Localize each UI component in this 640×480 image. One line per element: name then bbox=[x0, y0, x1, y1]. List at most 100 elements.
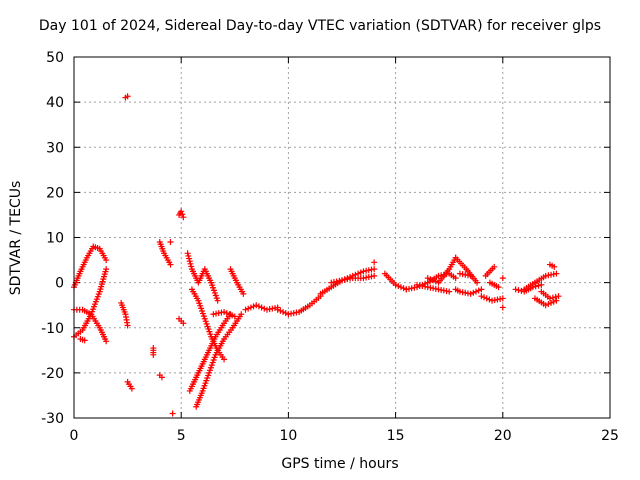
x-tick-label: 0 bbox=[70, 428, 79, 444]
data-point bbox=[261, 305, 268, 312]
data-point bbox=[186, 258, 193, 265]
data-point bbox=[274, 306, 281, 313]
data-point bbox=[81, 337, 88, 344]
data-point bbox=[103, 266, 110, 273]
y-tick-label: 50 bbox=[46, 50, 64, 66]
data-point bbox=[499, 275, 506, 282]
data-point bbox=[223, 310, 230, 317]
data-point bbox=[552, 293, 559, 300]
data-point bbox=[499, 304, 506, 311]
x-tick-label: 10 bbox=[279, 428, 297, 444]
y-tick-label: -30 bbox=[41, 411, 64, 427]
data-point bbox=[473, 288, 479, 295]
data-point bbox=[280, 308, 287, 315]
data-point bbox=[371, 266, 378, 273]
data-point bbox=[103, 257, 110, 264]
data-point bbox=[240, 290, 247, 297]
data-point bbox=[371, 259, 378, 266]
data-point bbox=[180, 320, 187, 327]
y-tick-label: 40 bbox=[46, 95, 64, 111]
data-point bbox=[499, 295, 506, 302]
data-point bbox=[446, 288, 453, 295]
data-point bbox=[555, 293, 562, 300]
data-point bbox=[187, 260, 194, 267]
data-point bbox=[150, 351, 157, 358]
x-tick-label: 15 bbox=[387, 428, 405, 444]
data-point bbox=[185, 252, 192, 259]
data-point bbox=[551, 263, 558, 270]
data-point bbox=[179, 211, 186, 218]
data-point bbox=[535, 282, 542, 289]
y-tick-label: -20 bbox=[41, 366, 64, 382]
data-point bbox=[221, 356, 228, 363]
data-point bbox=[245, 305, 252, 312]
data-point bbox=[226, 311, 233, 318]
data-point bbox=[221, 308, 228, 315]
data-point bbox=[242, 306, 249, 313]
data-point bbox=[550, 298, 557, 305]
data-point bbox=[467, 272, 474, 279]
data-point bbox=[427, 276, 434, 283]
data-point bbox=[188, 263, 195, 270]
data-point bbox=[169, 410, 176, 417]
data-point bbox=[124, 322, 131, 329]
plot-frame bbox=[73, 56, 611, 419]
data-point bbox=[553, 270, 560, 277]
y-tick-label: 30 bbox=[46, 140, 64, 156]
data-point bbox=[481, 294, 488, 301]
data-point bbox=[400, 285, 407, 292]
data-point bbox=[452, 275, 459, 282]
data-point bbox=[424, 275, 431, 282]
data-point bbox=[255, 303, 262, 310]
x-tick-label: 25 bbox=[601, 428, 619, 444]
data-point bbox=[538, 281, 545, 288]
x-tick-label: 5 bbox=[177, 428, 186, 444]
data-point bbox=[214, 297, 221, 304]
y-tick-label: 20 bbox=[46, 185, 64, 201]
data-point bbox=[548, 299, 555, 306]
data-point bbox=[545, 301, 552, 308]
data-point bbox=[253, 302, 260, 309]
data-point bbox=[467, 290, 474, 297]
data-point bbox=[178, 208, 185, 215]
data-point bbox=[184, 250, 191, 257]
data-point bbox=[486, 296, 493, 303]
data-point bbox=[158, 374, 165, 381]
data-point bbox=[470, 289, 477, 296]
data-point bbox=[483, 295, 490, 302]
y-tick-label: 10 bbox=[46, 231, 64, 247]
data-point bbox=[478, 286, 485, 293]
data-point bbox=[186, 255, 193, 262]
y-tick-label: -10 bbox=[41, 321, 64, 337]
data-point bbox=[491, 263, 498, 270]
data-point bbox=[371, 272, 378, 279]
data-point bbox=[282, 310, 289, 317]
data-point bbox=[103, 338, 110, 345]
data-point bbox=[250, 303, 257, 310]
data-point bbox=[167, 239, 174, 246]
data-point bbox=[515, 287, 522, 294]
data-point bbox=[512, 286, 519, 293]
data-point bbox=[475, 287, 482, 294]
data-point bbox=[395, 283, 402, 290]
data-point bbox=[430, 277, 437, 284]
data-point bbox=[231, 313, 238, 320]
data-point bbox=[397, 284, 404, 291]
y-tick-label: 0 bbox=[55, 276, 64, 292]
data-point bbox=[277, 307, 284, 314]
data-point bbox=[258, 304, 265, 311]
data-point bbox=[546, 295, 553, 302]
data-point bbox=[229, 312, 236, 319]
data-point bbox=[392, 281, 399, 288]
data-point bbox=[238, 311, 245, 318]
data-point bbox=[474, 279, 481, 286]
data-point bbox=[478, 293, 485, 300]
data-point bbox=[549, 294, 556, 301]
data-point bbox=[542, 302, 549, 309]
x-tick-label: 20 bbox=[494, 428, 512, 444]
chart-title: Day 101 of 2024, Sidereal Day-to-day VTE… bbox=[38, 18, 602, 34]
x-axis-label: GPS time / hours bbox=[281, 456, 399, 472]
data-point bbox=[357, 269, 364, 276]
data-point bbox=[180, 214, 187, 221]
